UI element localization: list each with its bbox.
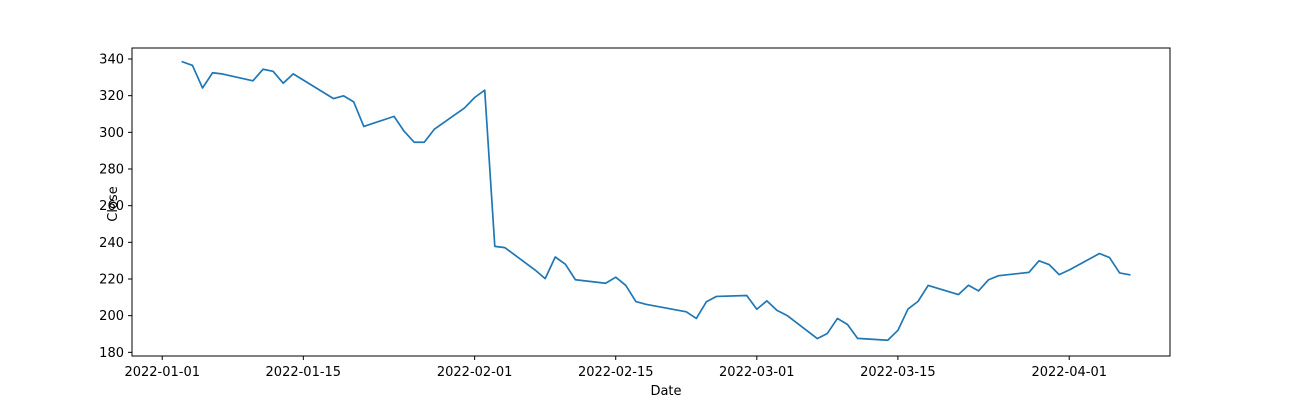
- x-tick-label: 2022-01-15: [266, 365, 342, 380]
- x-axis: 2022-01-01 2022-01-15 2022-02-01 2022-02-15…: [124, 356, 1107, 380]
- y-tick-label: 300: [99, 126, 124, 141]
- y-tick-label: 180: [99, 346, 124, 361]
- x-tick-label: 2022-03-01: [719, 365, 795, 380]
- y-axis-label: Close: [106, 186, 121, 221]
- plot-frame: [131, 47, 1171, 357]
- y-tick-label: 340: [99, 53, 124, 68]
- plot-area: [181, 60, 1131, 342]
- y-tick-label: 280: [99, 163, 124, 178]
- y-tick-label: 260: [99, 199, 124, 214]
- y-tick-label: 220: [99, 273, 124, 288]
- x-axis-label: Date: [650, 384, 681, 399]
- x-tick-label: 2022-01-01: [124, 365, 200, 380]
- y-tick-label: 240: [99, 236, 124, 251]
- y-axis: 180 200 220 240 260 280 300 320 340: [99, 53, 132, 361]
- x-tick-label: 2022-02-01: [437, 365, 513, 380]
- y-tick-label: 320: [99, 89, 124, 104]
- x-tick-label: 2022-02-15: [578, 365, 654, 380]
- close-series-line: [181, 60, 1131, 342]
- x-tick-label: 2022-04-01: [1031, 365, 1107, 380]
- y-tick-label: 200: [99, 309, 124, 324]
- x-tick-label: 2022-03-15: [860, 365, 936, 380]
